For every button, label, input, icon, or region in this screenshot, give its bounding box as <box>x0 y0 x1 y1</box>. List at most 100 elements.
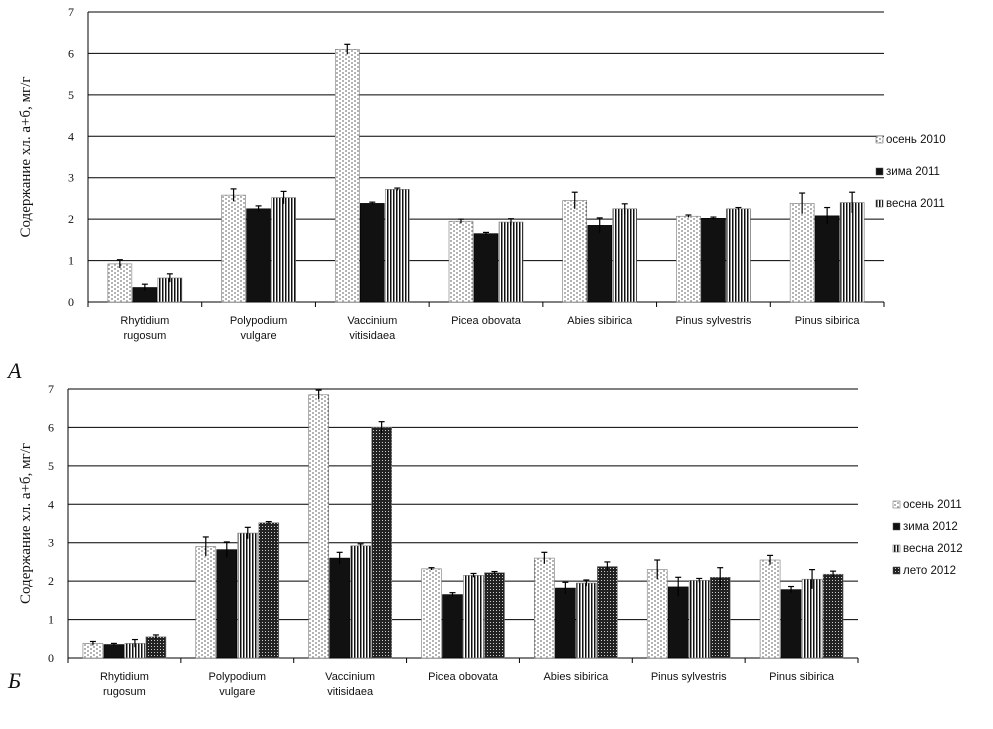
legend-swatch <box>892 566 901 575</box>
bar <box>726 208 751 303</box>
bar <box>271 197 296 303</box>
y-tick-label: 0 <box>48 651 54 665</box>
category-label: Polypodium <box>209 671 266 683</box>
bar <box>676 215 701 303</box>
panel-a-chart: 0 1 2 3 4 5 6 7 Содержание хл. а+б, мг/г Rhytidiu… <box>6 5 946 383</box>
bar <box>384 189 410 303</box>
bar <box>216 549 238 659</box>
bar <box>246 208 271 303</box>
panel-b-chart: 0 1 2 3 4 5 6 7 Содержание хл. а+б, мг/г Rhytidiu… <box>7 382 963 698</box>
category-label: vitisidaea <box>327 686 374 698</box>
y-tick-label: 5 <box>48 459 54 473</box>
y-tick-label: 2 <box>68 212 74 226</box>
legend-label: осень 2011 <box>903 499 962 511</box>
category-label: Pinus sibirica <box>795 315 861 327</box>
bar <box>801 578 823 659</box>
category-label: Rhytidium <box>120 315 169 327</box>
y-axis-label: Содержание хл. а+б, мг/г <box>18 76 34 237</box>
bar <box>107 263 133 303</box>
category-label: rugosum <box>103 686 146 698</box>
bar <box>442 594 463 659</box>
category-label: vulgare <box>241 330 277 342</box>
bar <box>646 569 668 659</box>
bar <box>329 557 350 659</box>
bar <box>822 573 844 659</box>
legend-label: весна 2012 <box>903 543 963 555</box>
legend-swatch <box>892 500 901 509</box>
bar <box>463 575 484 659</box>
bar <box>789 203 815 303</box>
y-tick-label: 1 <box>48 613 54 627</box>
y-tick-label: 4 <box>68 129 74 143</box>
y-axis-label: Содержание хл. а+б, мг/г <box>18 443 34 604</box>
panel-label: A <box>6 358 22 383</box>
legend-label: зима 2011 <box>886 166 940 178</box>
bar <box>359 203 385 303</box>
category-label: Picea obovata <box>451 315 522 327</box>
legend-swatch <box>892 544 901 553</box>
legend-swatch <box>875 135 884 144</box>
bar <box>576 582 597 659</box>
bar <box>145 636 167 659</box>
bar <box>534 557 555 659</box>
bar <box>258 522 280 659</box>
y-tick-label: 2 <box>48 574 54 588</box>
bar <box>473 233 499 303</box>
bar <box>334 48 360 303</box>
bar <box>759 559 781 659</box>
y-tick-label: 1 <box>68 254 74 268</box>
bar <box>498 221 524 303</box>
bar <box>587 225 613 303</box>
category-label: Abies sibirica <box>543 671 609 683</box>
bar <box>667 586 689 659</box>
category-label: Polypodium <box>230 315 287 327</box>
legend-label: весна 2011 <box>886 198 945 210</box>
bar <box>701 218 726 303</box>
legend-label: осень 2010 <box>886 134 946 146</box>
bar <box>612 208 638 303</box>
category-label: Pinus sibirica <box>769 671 835 683</box>
legend-swatch <box>892 522 901 531</box>
category-label: Vaccinium <box>347 315 397 327</box>
category-label: vitisidaea <box>349 330 396 342</box>
bar <box>237 532 259 659</box>
legend-label: зима 2012 <box>903 521 958 533</box>
bar <box>780 589 802 659</box>
y-tick-label: 0 <box>68 295 74 309</box>
y-tick-label: 5 <box>68 88 74 102</box>
bar <box>448 220 474 303</box>
bar <box>103 644 125 659</box>
legend-swatch <box>875 199 884 208</box>
bar <box>814 215 840 303</box>
legend-swatch <box>875 167 884 176</box>
category-label: Pinus sylvestris <box>676 315 752 327</box>
bar <box>371 427 392 659</box>
legend-label: лето 2012 <box>903 565 956 577</box>
bar <box>562 200 588 303</box>
bar <box>555 587 576 659</box>
category-label: Abies sibirica <box>567 315 633 327</box>
bar <box>688 580 710 659</box>
y-tick-label: 7 <box>68 5 74 19</box>
bar <box>597 566 618 659</box>
category-label: Picea obovata <box>428 671 499 683</box>
bar <box>195 546 217 659</box>
bar <box>221 194 246 303</box>
bar <box>484 572 505 659</box>
bar <box>421 568 442 659</box>
category-label: Pinus sylvestris <box>651 671 727 683</box>
y-tick-label: 6 <box>48 420 54 434</box>
y-tick-label: 7 <box>48 382 54 396</box>
bar <box>308 394 329 659</box>
bar <box>82 643 104 659</box>
y-tick-label: 4 <box>48 497 54 511</box>
y-tick-label: 3 <box>68 171 74 185</box>
category-label: Rhytidium <box>100 671 149 683</box>
panel-label: Б <box>7 668 21 693</box>
y-tick-label: 3 <box>48 536 54 550</box>
category-label: vulgare <box>219 686 255 698</box>
y-tick-label: 6 <box>68 46 74 60</box>
bar <box>709 576 731 659</box>
category-label: rugosum <box>123 330 166 342</box>
